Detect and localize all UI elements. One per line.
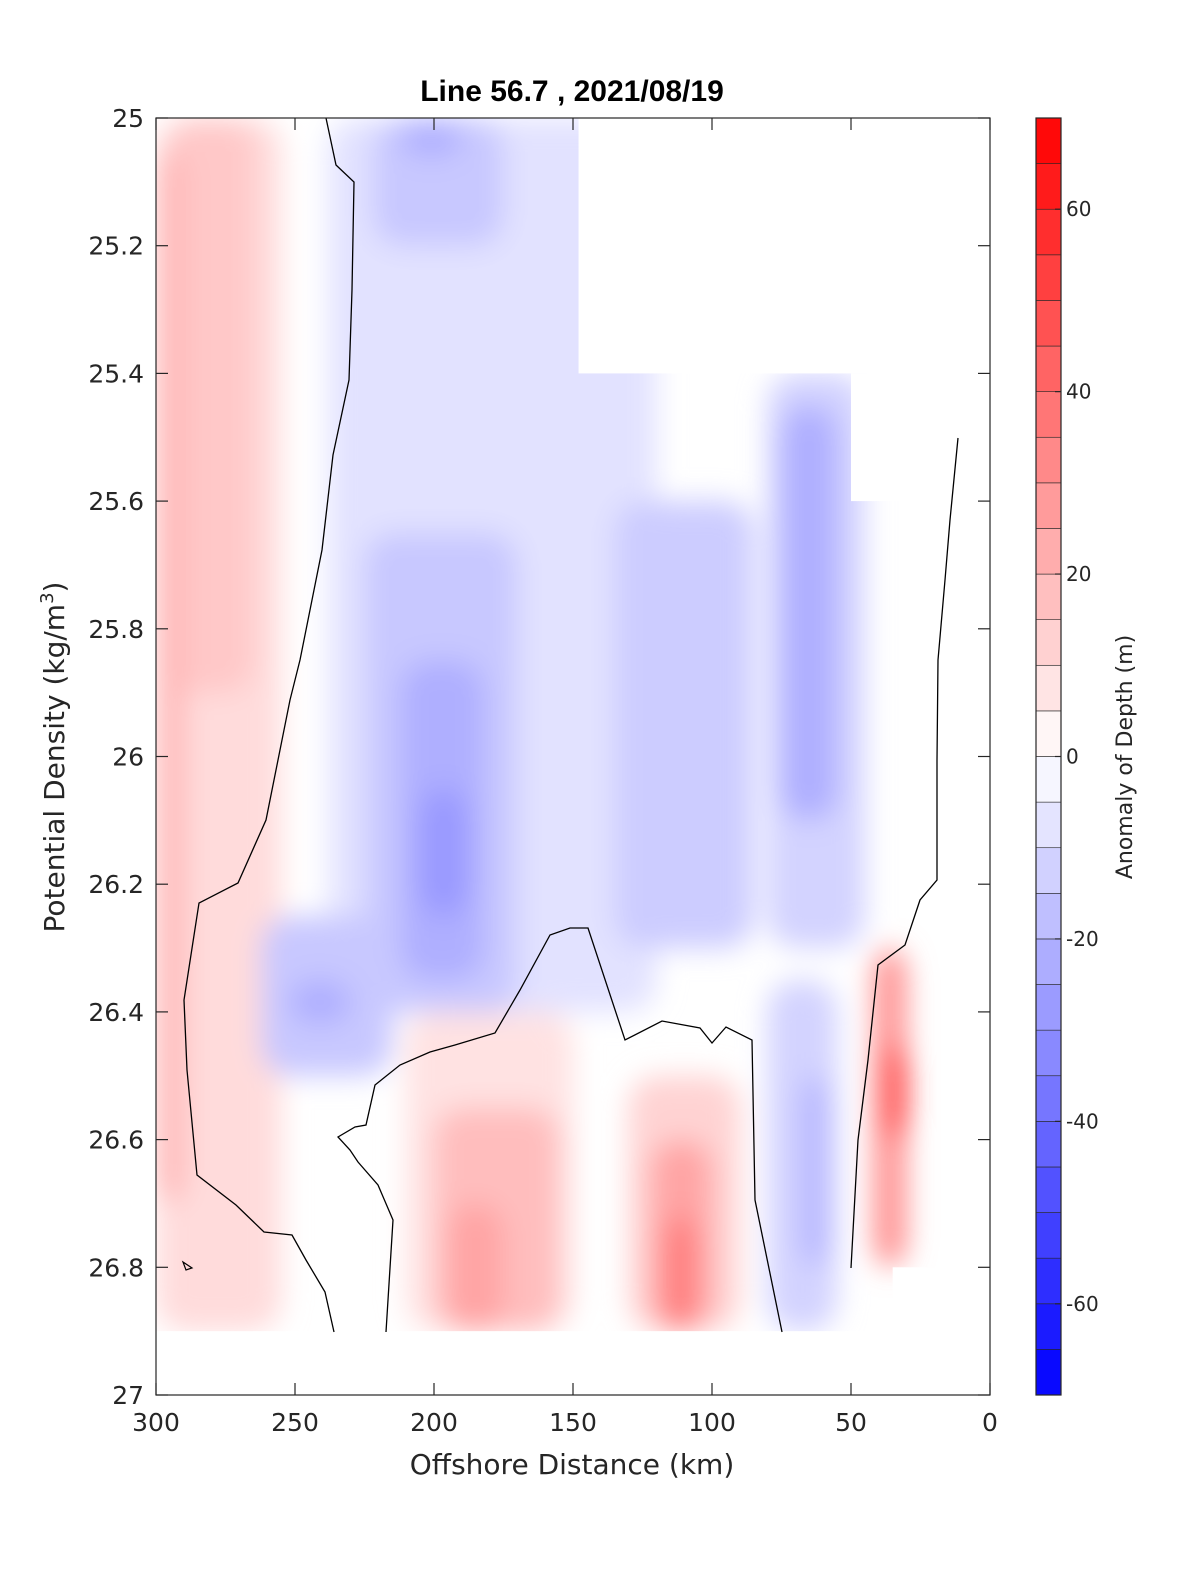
- no-data-mask: [156, 118, 990, 1395]
- colorbar-level: [1035, 1257, 1062, 1305]
- blank-region-1: [851, 373, 990, 502]
- colorbar-level: [1035, 391, 1062, 438]
- y-axis-label-close: ): [38, 582, 71, 593]
- colorbar-level: [1035, 893, 1062, 940]
- y-tick-label-1: 25.2: [88, 232, 144, 261]
- x-axis-label: Offshore Distance (km): [410, 1448, 735, 1481]
- colorbar-level: [1035, 163, 1062, 210]
- zero-contour-coastal: [850, 437, 959, 1269]
- y-tick-label-2: 25.4: [88, 359, 144, 388]
- x-tick-label-0: 300: [132, 1408, 180, 1437]
- colorbar-level: [1035, 300, 1062, 347]
- x-tick-label-4: 100: [688, 1408, 736, 1437]
- colorbar-level: [1035, 1029, 1062, 1077]
- colorbar-tick-label-5: 40: [1066, 380, 1091, 404]
- anomaly-cell-11: [614, 501, 754, 949]
- x-tick-label-2: 200: [410, 1408, 458, 1437]
- colorbar-label: Anomaly of Depth (m): [1113, 635, 1138, 879]
- colorbar-level: [1035, 436, 1062, 484]
- y-axis: 25 25.2 25.4 25.6 25.8 26 26.2 26.4 26.6 26.8 27: [88, 104, 990, 1410]
- blank-region-0: [578, 118, 990, 374]
- colorbar-level: [1035, 1075, 1062, 1122]
- colorbar-level: [1035, 1121, 1062, 1168]
- colorbar-level: [1035, 1349, 1062, 1396]
- zero-contour-west: [183, 118, 355, 1333]
- x-tick-label-1: 250: [271, 1408, 319, 1437]
- colorbar-tick-label-3: 0: [1066, 745, 1079, 769]
- y-axis-label: Potential Density (kg/m3): [37, 582, 71, 933]
- y-tick-label-8: 26.6: [88, 1126, 144, 1155]
- colorbar-level: [1035, 1212, 1062, 1259]
- colorbar-tick-label-1: -40: [1066, 1109, 1099, 1133]
- anomaly-field-blend: [156, 118, 907, 1332]
- anomaly-cell-23: [884, 1043, 907, 1140]
- zero-contour-deep: [336, 927, 783, 1333]
- y-tick-label-10: 27: [112, 1381, 144, 1410]
- chart-title: Line 56.7 , 2021/08/19: [420, 75, 724, 108]
- colorbar-level: [1035, 938, 1062, 985]
- colorbar-level: [1035, 984, 1062, 1031]
- y-tick-label-0: 25: [112, 104, 144, 133]
- anomaly-field: [156, 118, 907, 1332]
- colorbar-level: [1035, 573, 1062, 620]
- anomaly-cell-10: [289, 979, 351, 1025]
- anomaly-cell-4: [372, 118, 504, 246]
- colorbar-level: [1035, 664, 1062, 712]
- x-tick-label-5: 50: [835, 1408, 867, 1437]
- y-tick-label-6: 26.2: [88, 870, 144, 899]
- colorbar-level: [1035, 254, 1062, 301]
- y-axis-label-main: Potential Density (kg/m: [38, 604, 71, 933]
- anomaly-cell-15: [800, 1075, 829, 1268]
- anomaly-cell-8: [420, 788, 468, 917]
- anomaly-cell-1: [169, 118, 254, 693]
- colorbar-level: [1035, 117, 1062, 164]
- colorbar-level: [1035, 801, 1062, 849]
- colorbar-tick-label-0: -60: [1066, 1292, 1099, 1316]
- x-axis: 300 250 200 150 100 50 0: [132, 118, 998, 1437]
- colorbar-level: [1035, 528, 1062, 575]
- colorbar-level: [1035, 710, 1062, 757]
- colorbar-level: [1035, 345, 1062, 392]
- anomaly-cell-5: [400, 118, 462, 157]
- x-tick-label-6: 0: [982, 1408, 998, 1437]
- y-tick-label-7: 26.4: [88, 998, 144, 1027]
- x-tick-label-3: 150: [549, 1408, 597, 1437]
- colorbar-level: [1035, 1303, 1062, 1350]
- colorbar-tick-label-4: 20: [1066, 562, 1091, 586]
- colorbar-level: [1035, 756, 1062, 803]
- anomaly-cell-2: [156, 149, 184, 1204]
- y-tick-label-9: 26.8: [88, 1253, 144, 1282]
- colorbar-level: [1035, 847, 1062, 894]
- colorbar-tick-label-6: 60: [1066, 197, 1091, 221]
- anomaly-cell-18: [447, 1203, 504, 1332]
- zero-contour-small: [181, 1260, 194, 1271]
- colorbar: -60 -40 -20 0 20 40 60: [1035, 117, 1099, 1396]
- y-tick-label-3: 25.6: [88, 487, 144, 516]
- y-tick-label-5: 26: [112, 743, 144, 772]
- colorbar-level: [1035, 208, 1062, 256]
- y-tick-label-4: 25.8: [88, 615, 144, 644]
- anomaly-cell-21: [661, 1216, 699, 1332]
- colorbar-level: [1035, 482, 1062, 529]
- anomaly-cell-13: [781, 405, 838, 821]
- blank-region-3: [892, 1267, 990, 1332]
- y-axis-label-superscript: 3: [37, 592, 58, 603]
- colorbar-level: [1035, 1166, 1062, 1213]
- plot-area: [155, 117, 991, 1396]
- colorbar-level: [1035, 619, 1062, 666]
- zero-contours: [181, 118, 959, 1333]
- colorbar-tick-label-2: -20: [1066, 927, 1099, 951]
